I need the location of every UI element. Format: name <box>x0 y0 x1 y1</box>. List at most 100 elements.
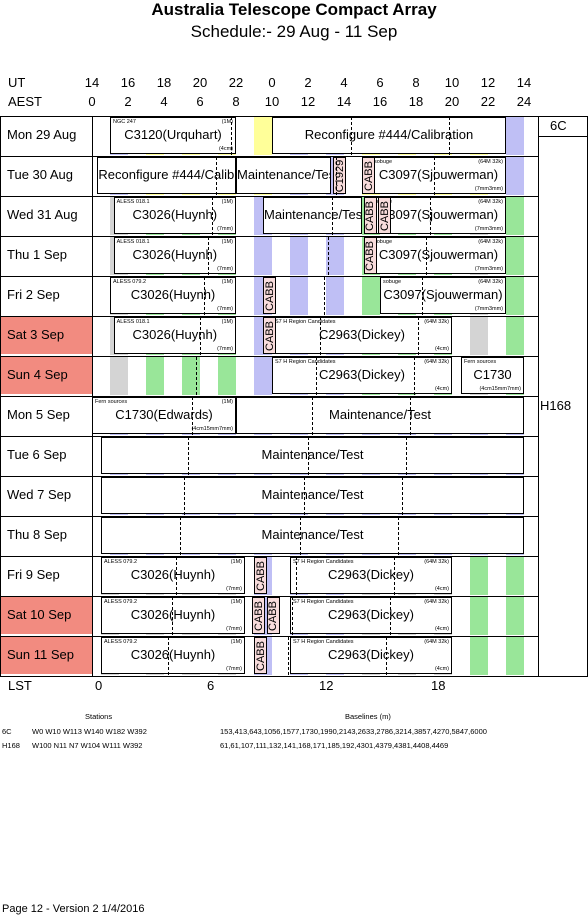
block-project: C1730(Edwards) <box>115 407 213 422</box>
lst-line <box>308 437 309 475</box>
lst-line <box>180 517 181 555</box>
block-project: C3097(Sjouwerman) <box>378 207 499 222</box>
day-row: Tue 6 Sep Maintenance/Test <box>0 436 538 476</box>
row-divider <box>0 436 538 437</box>
block-band: (7mm) <box>226 666 242 672</box>
cabb-block: CABB <box>252 597 266 634</box>
ut-tick: 10 <box>444 75 460 90</box>
block-band: (4cm) <box>434 346 449 352</box>
ut-tick: 16 <box>120 75 136 90</box>
aest-tick: 2 <box>124 94 132 109</box>
time-stripe <box>506 236 524 275</box>
lst-line <box>402 477 403 515</box>
time-stripe <box>506 596 524 635</box>
schedule-block: C3097(Sjouwerman) sobuge (64M 32k) (7mm3mm) <box>371 237 506 274</box>
row-divider <box>0 556 538 557</box>
day-label: Sat 3 Sep <box>1 316 92 354</box>
day-row: Sat 10 Sep C3026(Huynh) ALESS 079.2 (1M) (7m… <box>0 596 538 636</box>
lst-line <box>216 157 217 195</box>
day-row: Mon 5 Sep C1730(Edwards) Fern sources (1M) (… <box>0 396 538 436</box>
block-project: C2963(Dickey) <box>319 367 405 382</box>
day-label: Sat 10 Sep <box>1 596 92 634</box>
block-source: Fern sources <box>95 399 128 405</box>
block-band: (7mm3mm) <box>474 266 503 272</box>
block-band: (4cm) <box>434 626 449 632</box>
lst-line <box>390 597 391 635</box>
day-row: Sun 11 Sep C3026(Huynh) ALESS 079.2 (1M) (7m… <box>0 636 538 676</box>
aest-tick: 6 <box>196 94 204 109</box>
lst-line <box>184 477 185 515</box>
block-mode: (1M) <box>221 119 233 125</box>
day-label: Sun 4 Sep <box>1 356 92 394</box>
block-project: C2963(Dickey) <box>328 607 414 622</box>
block-mode: (64M 32k) <box>478 199 503 205</box>
block-project: Maintenance/Test <box>237 167 332 182</box>
row-divider <box>0 476 538 477</box>
lst-line <box>192 397 193 435</box>
time-stripe <box>506 156 524 195</box>
lst-line <box>316 357 317 395</box>
config-bottom <box>538 676 588 677</box>
time-stripe <box>290 276 308 315</box>
block-source: ALESS 079.2 <box>104 639 138 645</box>
schedule-block: Reconfigure #444/Calibration <box>272 117 506 154</box>
lst-line <box>422 277 423 315</box>
lst-line <box>414 357 415 395</box>
config-h168: H168 <box>540 398 572 413</box>
block-project: C3026(Huynh) <box>130 567 216 582</box>
block-source: ALESS 018.1 <box>116 199 150 205</box>
time-stripe <box>326 276 344 315</box>
block-source: S7 H Region Candidates <box>293 599 354 605</box>
block-source: sobuge <box>383 279 402 285</box>
block-mode: (1M) <box>221 199 233 205</box>
block-source: ALESS 018.1 <box>116 239 150 245</box>
time-stripe <box>506 316 524 355</box>
time-stripe <box>506 116 524 155</box>
block-mode: (64M 32k) <box>424 359 449 365</box>
block-project: Reconfigure #444/Calibration <box>98 167 235 182</box>
block-band: (7mm) <box>217 306 233 312</box>
lst-line <box>386 637 387 675</box>
time-stripe <box>506 276 524 315</box>
day-label: Thu 8 Sep <box>7 527 67 542</box>
block-project: Reconfigure #444/Calibration <box>304 127 474 142</box>
block-band: (4cm) <box>218 146 233 152</box>
lst-line <box>426 237 427 275</box>
cabb-label: CABB <box>263 320 276 351</box>
ut-tick: 4 <box>340 75 348 90</box>
ut-tick: 12 <box>480 75 496 90</box>
block-project: C3097(Sjouwerman) <box>378 167 499 182</box>
row-divider <box>0 236 538 237</box>
day-row: Sat 3 Sep C3026(Huynh) ALESS 018.1 (1M) (7mm… <box>0 316 538 356</box>
block-project: C3097(Sjouwerman) <box>378 247 499 262</box>
block-project: Maintenance/Test <box>261 447 364 462</box>
footer-stations-6c: W0 W10 W113 W140 W182 W392 <box>32 727 147 736</box>
day-label: Sun 11 Sep <box>1 636 92 674</box>
baselines-label: Baselines (m) <box>345 712 391 721</box>
block-mode: (64M 32k) <box>424 559 449 565</box>
day-row: Wed 7 Sep Maintenance/Test <box>0 476 538 516</box>
schedule-block: Maintenance/Test <box>101 477 524 514</box>
grid-left-edge <box>0 116 1 676</box>
lst-line <box>394 557 395 595</box>
block-project: C1730 <box>473 367 512 382</box>
ut-label: UT <box>8 75 26 90</box>
schedule-block: Maintenance/Test <box>263 197 362 234</box>
block-project: Maintenance/Test <box>264 207 362 222</box>
block-mode: (1M) <box>230 599 242 605</box>
schedule-block: C2963(Dickey) S7 H Region Candidates (64M … <box>290 597 452 634</box>
footer-baselines-h168: 61,61,107,111,132,141,168,171,185,192,43… <box>220 741 449 750</box>
block-source: S7 H Region Candidates <box>275 359 336 365</box>
config-6c: 6C <box>550 118 567 133</box>
schedule-block: C1730 Fern sources (4cm15mm7mm) <box>461 357 524 394</box>
day-row: Thu 8 Sep Maintenance/Test <box>0 516 538 556</box>
block-project: C3120(Urquhart) <box>124 127 222 142</box>
schedule-block: C3097(Sjouwerman) sobuge (64M 32k) (7mm3mm) <box>380 277 506 314</box>
aest-tick: 20 <box>444 94 460 109</box>
time-stripe <box>506 636 524 675</box>
day-label: Fri 2 Sep <box>7 287 60 302</box>
ut-tick: 2 <box>304 75 312 90</box>
cabb-block: CABB <box>266 597 280 634</box>
row-divider <box>0 396 538 397</box>
block-mode: (64M 32k) <box>478 239 503 245</box>
